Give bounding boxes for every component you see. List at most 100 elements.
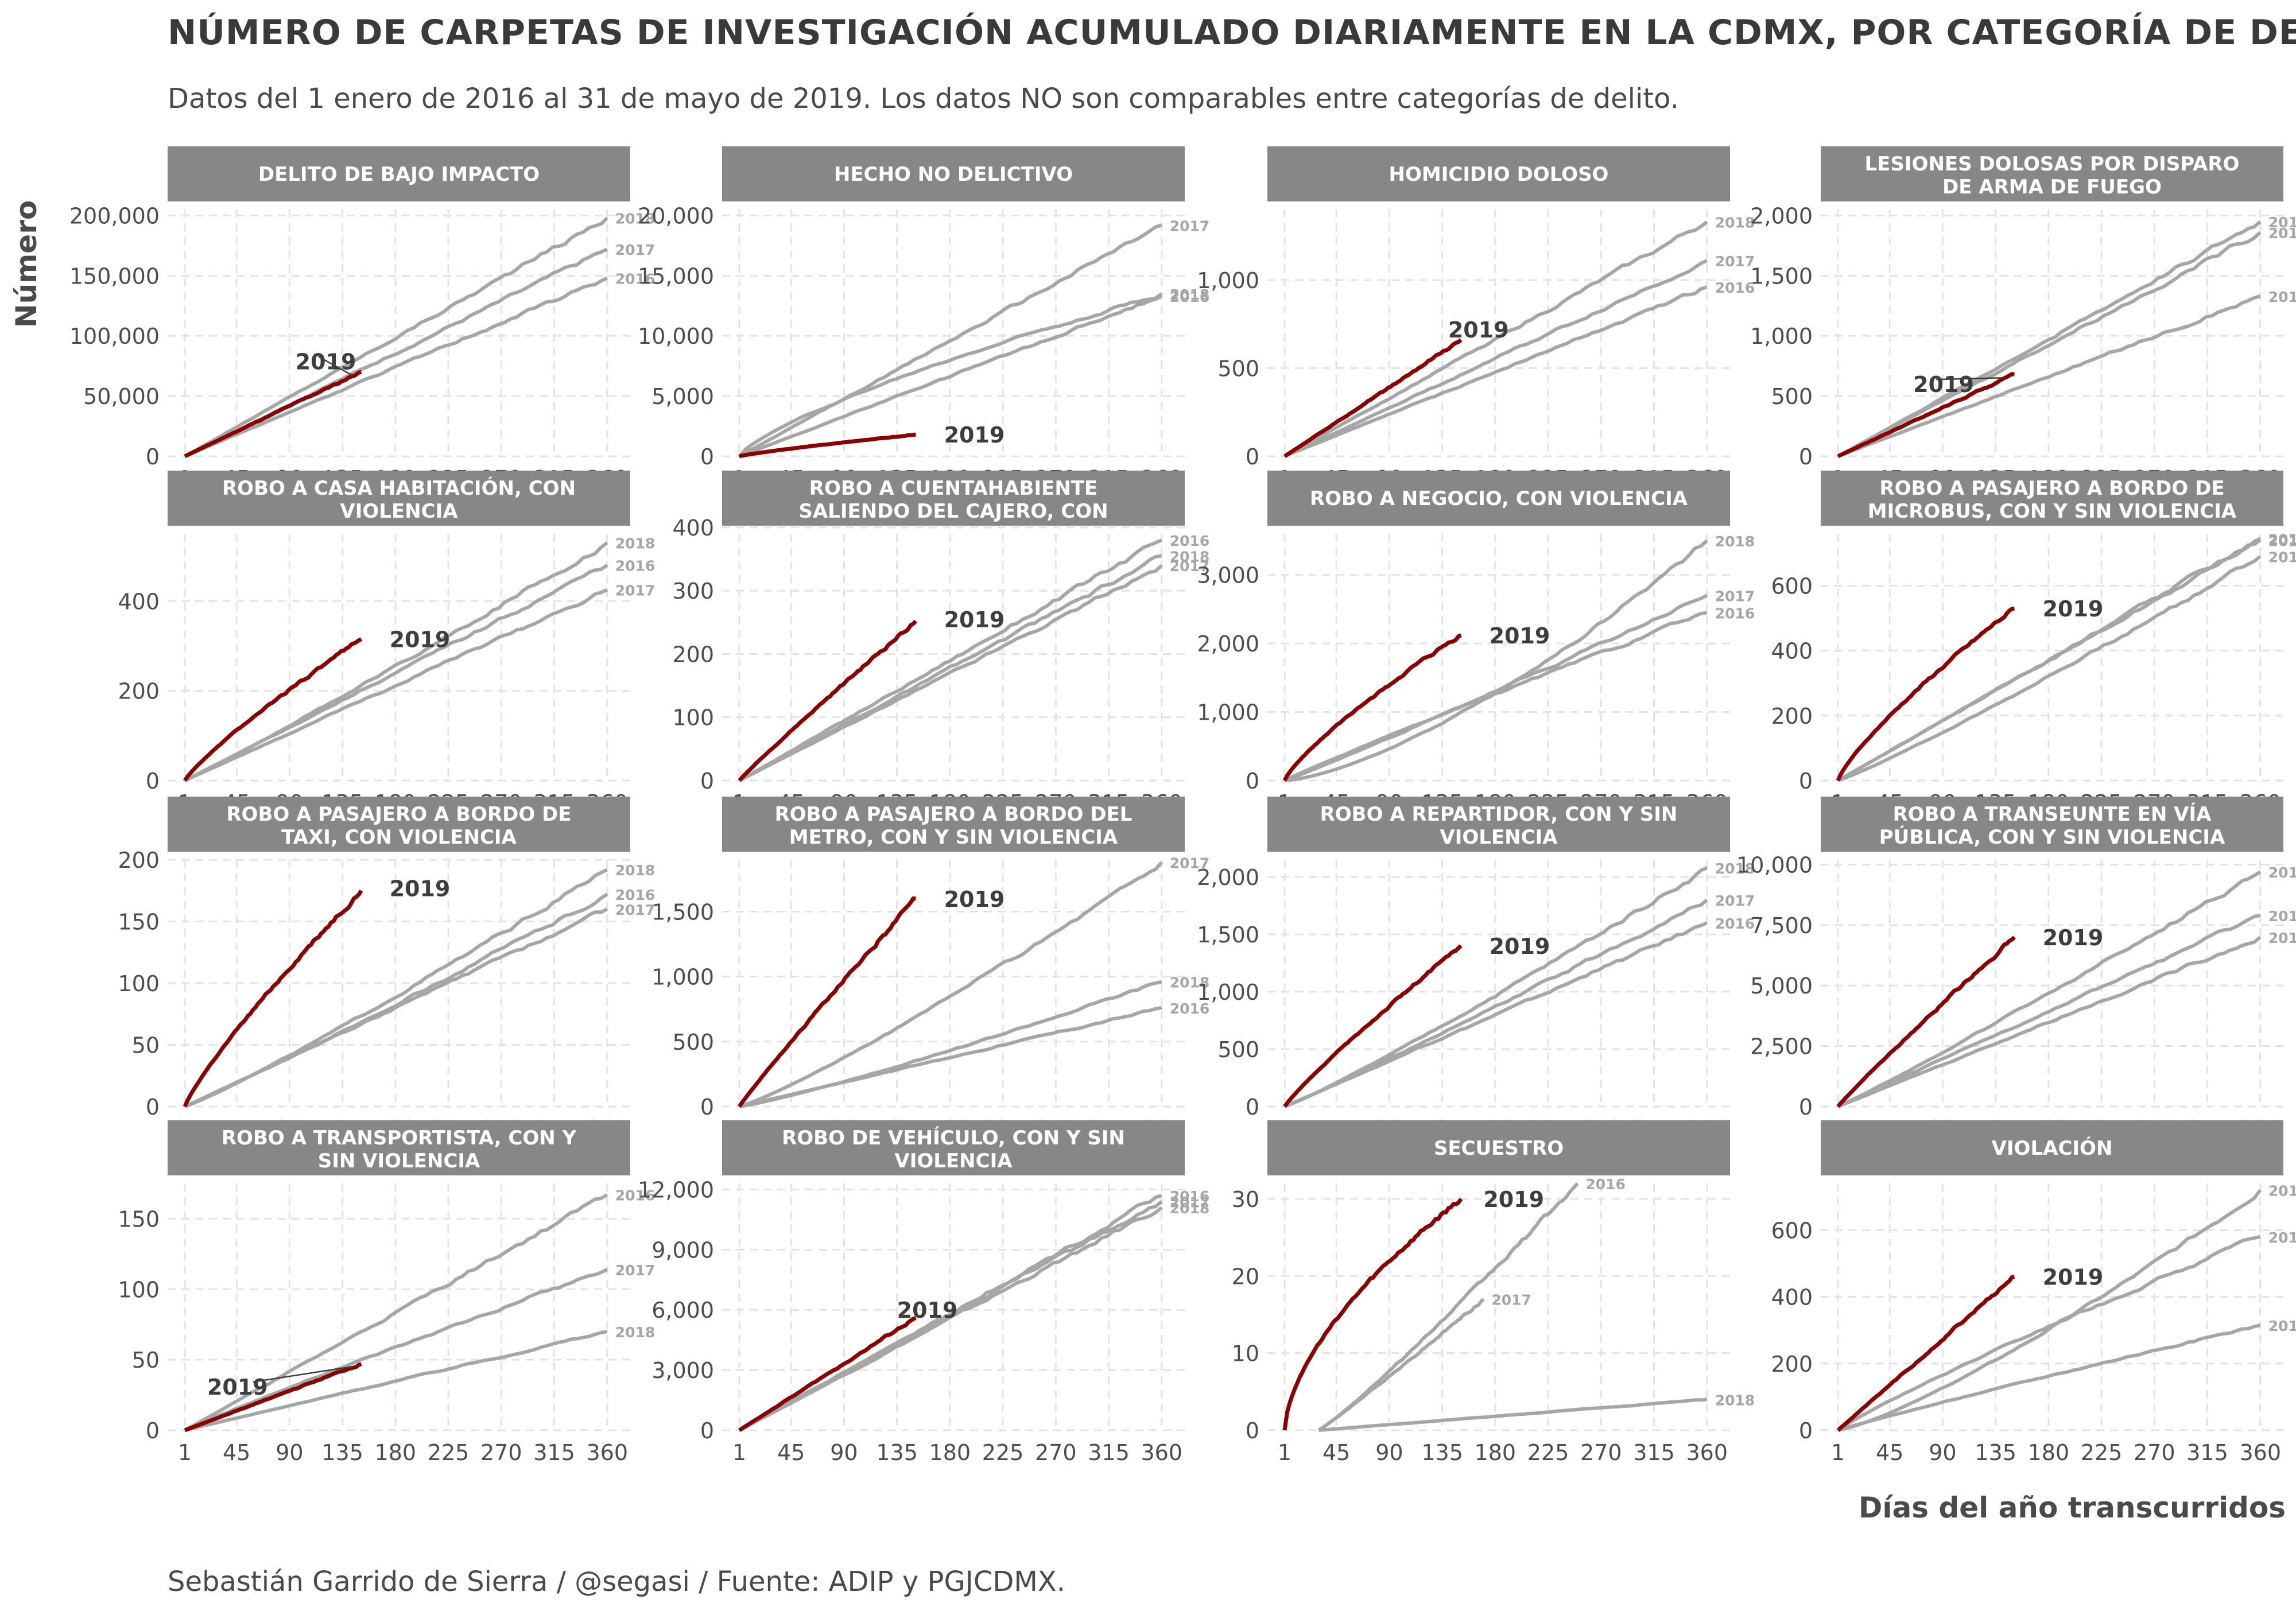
series-label: 2016 [1585, 1176, 1626, 1193]
x-tick-label: 315 [1633, 1440, 1675, 1465]
series-label: 2016 [2268, 289, 2296, 305]
facet-panel: ROBO A REPARTIDOR, CON Y SIN VIOLENCIA 0 50… [1197, 797, 1755, 1142]
series-line-2018 [184, 1330, 608, 1432]
x-tick-label: 135 [876, 1440, 918, 1465]
y-tick-label: 2,500 [1750, 1034, 1813, 1059]
facet-panel: HOMICIDIO DOLOSO05001,000145901351802252… [1197, 146, 1755, 491]
facet-panel: ROBO A PASAJERO A BORDO DE MICROBUS, CON … [1771, 471, 2296, 816]
y-tick-label: 1,500 [1197, 922, 1259, 948]
x-tick-label: 45 [777, 1440, 805, 1465]
facet-strip [168, 797, 630, 852]
y-tick-label: 500 [672, 1030, 714, 1055]
facet-strip-title: ROBO A PASAJERO A BORDO DEL METRO, CON Y … [775, 803, 1133, 849]
series-label-2019: 2019 [1483, 1187, 1544, 1212]
series-label: 2018 [2268, 214, 2296, 231]
y-tick-label: 0 [146, 768, 160, 794]
facet-panel: ROBO A CASA HABITACIÓN, CON VIOLENCIA 0 200… [118, 471, 655, 816]
series-label: 2018 [1170, 286, 1210, 303]
series-line-2017 [1283, 259, 1708, 458]
series-line-2018 [1283, 220, 1708, 458]
x-tick-label: 225 [428, 1440, 470, 1465]
y-tick-label: 0 [1799, 1094, 1813, 1120]
series-line-2019 [1282, 633, 1462, 782]
facet-strip-title-line: ROBO A CASA HABITACIÓN, CON [222, 476, 576, 500]
series-line-2017 [1837, 914, 2261, 1108]
facet-strip-title-line: HOMICIDIO DOLOSO [1389, 163, 1609, 186]
facet-strip-title: ROBO A NEGOCIO, CON VIOLENCIA [1310, 487, 1688, 510]
facet-strip-title: ROBO A CUENTAHABIENTE SALIENDO DEL CAJERO… [798, 477, 1108, 546]
series-label: 2016 [615, 271, 656, 288]
series-label: 2016 [615, 887, 656, 903]
y-tick-label: 400 [672, 515, 714, 541]
series-line-2017 [184, 1268, 608, 1432]
facet-strip-title-line: VIOLACIÓN [1992, 1136, 2113, 1160]
facet-strip-title-line: TAXI, CON VIOLENCIA [281, 826, 517, 849]
facet-panel: ROBO A TRANSPORTISTA, CON Y SIN VIOLENCIA… [118, 1120, 655, 1465]
x-tick-label: 180 [375, 1440, 417, 1465]
facet-strip [168, 146, 630, 201]
facet-strip-title: ROBO A TRANSEUNTE EN VÍA PÚBLICA, CON Y S… [1879, 802, 2225, 849]
y-tick-label: 0 [146, 1094, 160, 1120]
series-line-2018 [738, 1206, 1163, 1432]
facet-strip-title: ROBO DE VEHÍCULO, CON Y SIN VIOLENCIA [782, 1126, 1125, 1173]
y-tick-label: 10,000 [638, 324, 714, 349]
series-label: 2018 [1170, 549, 1210, 565]
series-line-2017 [738, 564, 1163, 782]
series-line-2019 [738, 1315, 917, 1432]
y-tick-label: 200 [1771, 1352, 1813, 1377]
series-label-2019: 2019 [2043, 596, 2104, 622]
x-tick-label: 1 [1831, 1440, 1845, 1465]
series-label: 2016 [615, 558, 656, 575]
y-tick-label: 0 [146, 444, 160, 469]
series-line-2019 [184, 1362, 362, 1433]
x-tick-label: 270 [1035, 1440, 1077, 1465]
facet-strip [168, 1120, 630, 1175]
facet-strip [1821, 146, 2283, 201]
x-tick-label: 45 [1322, 1440, 1350, 1465]
facet-panel: LESIONES DOLOSAS POR DISPARO DE ARMA DE F… [1750, 146, 2296, 491]
facet-panel: HECHO NO DELICTIVO 0 5,000 10,000 15,000 20,0… [638, 146, 1209, 491]
series-label: 2017 [1715, 253, 1755, 270]
y-tick-label: 7,500 [1750, 913, 1813, 938]
series-line-2016 [1283, 611, 1708, 782]
series-line-2019 [1283, 338, 1463, 458]
series-label: 2016 [2268, 930, 2296, 946]
series-label-2019: 2019 [296, 349, 356, 374]
y-tick-label: 50,000 [83, 384, 160, 409]
y-tick-label: 500 [1771, 384, 1813, 409]
facet-strip-title: LESIONES DOLOSAS POR DISPARO DE ARMA DE F… [1865, 153, 2240, 199]
y-tick-label: 100,000 [69, 324, 160, 349]
facet-strip-title-line: ROBO A PASAJERO A BORDO DEL [775, 803, 1133, 826]
series-label: 2017 [615, 1262, 656, 1279]
series-label: 2018 [1170, 975, 1210, 991]
x-tick-label: 1 [732, 1440, 746, 1465]
series-line-2019 [738, 896, 916, 1108]
y-tick-label: 1,000 [1197, 268, 1259, 293]
x-tick-label: 1 [1278, 1440, 1292, 1465]
y-tick-label: 1,500 [1750, 263, 1813, 289]
facet-panel: ROBO A CUENTAHABIENTE SALIENDO DEL CAJERO… [672, 471, 1209, 816]
y-tick-label: 50 [132, 1033, 160, 1058]
series-line-2019 [1836, 606, 2015, 782]
y-tick-label: 15,000 [638, 263, 714, 289]
y-tick-label: 150 [118, 910, 160, 935]
facet-strip-title-line: ROBO A TRANSPORTISTA, CON Y [222, 1127, 577, 1150]
series-line-2017 [1284, 593, 1708, 782]
y-tick-label: 12,000 [638, 1177, 714, 1202]
x-tick-label: 270 [480, 1440, 522, 1465]
x-axis-title: Días del año transcurridos [1858, 1491, 2286, 1524]
series-label: 2017 [615, 242, 656, 258]
facet-strip-title-line: ROBO A TRANSEUNTE EN VÍA [1893, 802, 2212, 826]
y-tick-label: 600 [1771, 1218, 1813, 1243]
y-tick-label: 400 [118, 589, 160, 614]
series-label: 2016 [1170, 289, 1210, 305]
y-tick-label: 200 [672, 642, 714, 667]
y-tick-label: 100 [118, 1277, 160, 1302]
facet-strip-title-line: DELITO DE BAJO IMPACTO [258, 163, 540, 186]
facet-strip-title-line: VIOLENCIA [340, 500, 458, 523]
facet-strip-title-line: ROBO A PASAJERO A BORDO DE [226, 803, 571, 826]
series-line-2019 [1282, 1197, 1463, 1431]
y-tick-label: 1,000 [1197, 980, 1259, 1005]
x-tick-label: 315 [533, 1440, 575, 1465]
